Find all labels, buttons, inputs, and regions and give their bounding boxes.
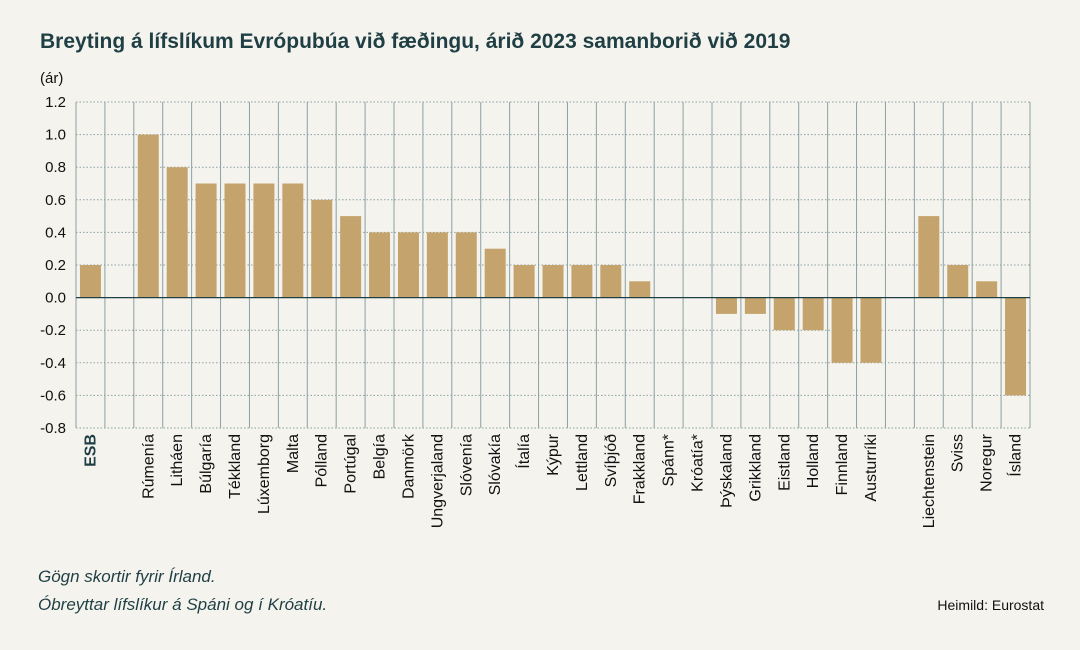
x-tick-label: Ítalía: [514, 434, 533, 469]
y-tick-label: 0.4: [45, 224, 66, 241]
bar: [976, 281, 998, 298]
bar: [918, 216, 940, 298]
bar: [744, 297, 766, 314]
x-tick-label: Kýpur: [545, 433, 562, 475]
y-tick-label: 0.0: [45, 290, 66, 307]
x-tick-label: Pólland: [314, 434, 331, 487]
y-tick-label: -0.8: [40, 420, 66, 437]
bar: [947, 265, 969, 298]
x-tick-label: ESB: [82, 434, 99, 467]
bar: [426, 232, 448, 298]
y-axis-unit-label: (ár): [40, 70, 63, 87]
x-tick-label: Danmörk: [400, 433, 417, 499]
x-tick-label: Finnland: [834, 434, 851, 495]
x-tick-label: Belgía: [372, 434, 389, 479]
x-tick-label: Holland: [805, 434, 822, 488]
y-tick-label: 1.2: [45, 94, 66, 111]
x-tick-label: Slóvakía: [487, 434, 504, 495]
bar: [542, 265, 564, 298]
bar: [513, 265, 535, 298]
x-tick-label: Austurríki: [863, 434, 880, 502]
bars: [79, 134, 1027, 396]
bar: [397, 232, 419, 298]
x-tick-label: Þýskaland: [718, 434, 735, 508]
x-tick-label: Noregur: [979, 433, 996, 491]
y-tick-label: -0.6: [40, 387, 66, 404]
bar: [79, 265, 101, 298]
bar: [860, 297, 882, 363]
y-tick-label: -0.2: [40, 322, 66, 339]
x-tick-label: Lettland: [574, 434, 591, 491]
bar: [773, 297, 795, 331]
bar: [571, 265, 593, 298]
bar: [629, 281, 651, 298]
footnote-missing-data: Gögn skortir fyrir Írland.: [38, 567, 216, 586]
y-tick-label: 1.0: [45, 127, 66, 144]
bar: [311, 199, 333, 298]
bar: [166, 167, 188, 298]
x-tick-label: Lúxemborg: [256, 434, 273, 514]
footnote-unchanged: Óbreyttar lífslíkur á Spáni og í Króatíu…: [38, 595, 328, 614]
x-tick-label: Ungverjaland: [429, 434, 446, 528]
x-tick-label: Eistland: [776, 434, 793, 491]
bar: [831, 297, 853, 363]
x-tick-label: Slóvenía: [458, 434, 475, 496]
bar: [253, 183, 275, 298]
bar: [195, 183, 217, 298]
bar: [282, 183, 304, 298]
x-tick-label: Liechtenstein: [921, 434, 938, 528]
bar: [137, 134, 159, 298]
axis-labels: 1.2 1.0 0.8 0.6 0.4 0.2 0.0 -0.2 -0.4 -0.6 -0.8 (ár…: [40, 70, 1025, 528]
x-tick-label: Sviss: [950, 434, 967, 472]
bar: [484, 248, 506, 298]
x-tick-label: Malta: [285, 434, 302, 473]
bar: [369, 232, 391, 298]
x-tick-label: Frakkland: [632, 434, 649, 504]
x-tick-label: Grikkland: [747, 434, 764, 502]
x-tick-label: Króatía*: [690, 434, 707, 492]
x-tick-label: Tékkland: [227, 434, 244, 499]
bar: [340, 216, 362, 298]
chart-title: Breyting á lífslíkum Evrópubúa við fæðin…: [40, 30, 791, 53]
x-tick-label: Búlgaría: [198, 434, 215, 494]
y-tick-label: 0.6: [45, 192, 66, 209]
y-tick-label: -0.4: [40, 355, 66, 372]
bar: [802, 297, 824, 331]
x-tick-label: Rúmenía: [140, 434, 157, 499]
x-tick-label: Portúgal: [343, 434, 360, 494]
bar: [1005, 297, 1027, 396]
y-tick-label: 0.2: [45, 257, 66, 274]
bar: [455, 232, 477, 298]
bar: [600, 265, 622, 298]
bar: [224, 183, 246, 298]
x-tick-label: Svíþjóð: [603, 434, 620, 487]
x-tick-label: Litháen: [169, 434, 186, 487]
source-note: Heimild: Eurostat: [937, 597, 1044, 613]
bar: [715, 297, 737, 314]
y-tick-label: 0.8: [45, 159, 66, 176]
x-tick-label: Spánn*: [661, 434, 678, 487]
x-tick-label: Ísland: [1006, 434, 1025, 477]
